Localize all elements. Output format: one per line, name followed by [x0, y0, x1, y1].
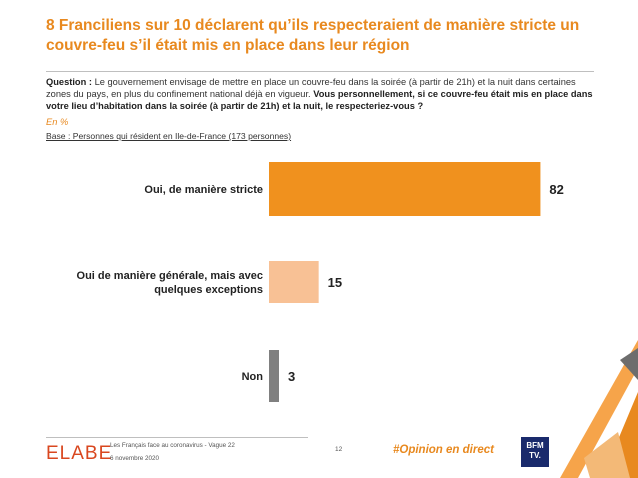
study-date: 6 novembre 2020 [110, 455, 160, 462]
unit-note: En % [46, 117, 69, 127]
category-label-2: Oui de manière générale, mais avec quelqu… [77, 270, 263, 296]
bar-1 [269, 162, 541, 216]
category-label-1: Oui, de manière stricte [144, 184, 263, 196]
elabe-logo: ELABE [46, 443, 113, 464]
question-label: Question : [46, 77, 92, 87]
bfmtv-logo-top: BFM [526, 441, 544, 450]
title-divider [46, 71, 594, 72]
question-emphasis: Vous personnellement, si ce couvre-feu é… [46, 89, 593, 111]
bar-value-label-2: 15 [328, 275, 342, 290]
decorative-triangle-icon [560, 340, 638, 478]
bar-value-label-1: 82 [549, 182, 563, 197]
page-number: 12 [335, 446, 343, 453]
bfmtv-logo-bottom: TV. [529, 451, 541, 460]
page-title: 8 Franciliens sur 10 déclarent qu’ils re… [46, 17, 580, 54]
bar-3 [269, 350, 279, 402]
category-label-3: Non [242, 371, 264, 383]
bar-chart: 82 Oui, de manière stricte 15 Oui de manièr… [77, 162, 564, 402]
question-block: Question : Le gouvernement envisage de m… [46, 76, 598, 112]
bar-value-label-3: 3 [288, 369, 295, 384]
bfmtv-logo: BFM TV. [521, 437, 549, 467]
footer-divider [46, 437, 308, 438]
question-text: Le gouvernement envisage de mettre en pl… [46, 77, 576, 99]
bar-2 [269, 261, 319, 303]
study-name: Les Français face au coronavirus - Vague… [110, 442, 235, 449]
base-note: Base : Personnes qui résident en Ile-de-… [46, 131, 292, 141]
hashtag: #Opinion en direct [393, 444, 494, 456]
